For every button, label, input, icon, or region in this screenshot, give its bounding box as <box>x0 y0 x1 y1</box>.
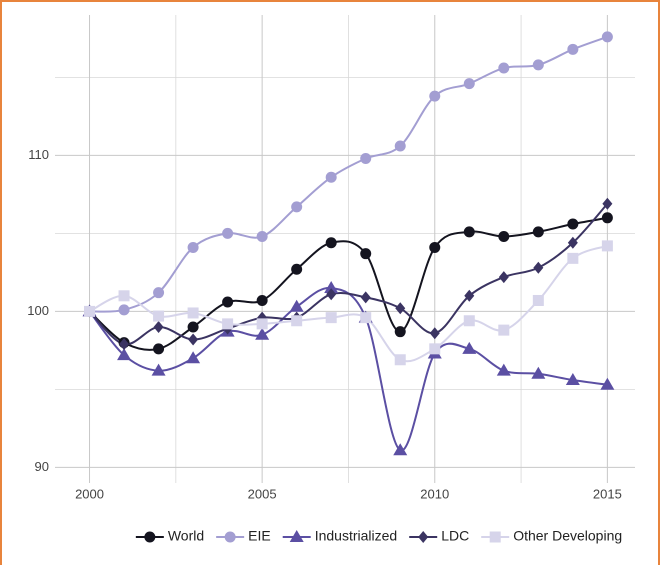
data-point <box>463 226 475 238</box>
data-point <box>187 241 199 253</box>
data-point <box>532 226 544 238</box>
data-point <box>325 312 337 324</box>
data-point <box>600 377 615 390</box>
data-point <box>602 197 613 210</box>
data-point <box>393 443 408 456</box>
data-point <box>496 363 511 376</box>
data-point <box>222 318 234 330</box>
data-point <box>360 248 372 260</box>
x-tick-label: 2005 <box>248 486 277 501</box>
legend-label: LDC <box>441 528 469 544</box>
series-line <box>89 35 608 313</box>
data-point <box>187 307 199 319</box>
data-point <box>360 312 372 324</box>
data-point <box>360 291 371 304</box>
data-point <box>567 236 578 249</box>
data-point <box>533 261 544 274</box>
data-point <box>567 252 579 264</box>
data-point <box>429 241 441 253</box>
data-point <box>325 171 337 183</box>
data-point <box>187 321 199 333</box>
legend-marker <box>489 531 501 543</box>
data-point <box>289 299 304 312</box>
data-point <box>532 294 544 306</box>
data-point <box>601 31 613 43</box>
x-tick-label: 2000 <box>75 486 104 501</box>
data-point <box>325 237 337 249</box>
legend-marker <box>144 531 156 543</box>
data-point <box>395 302 406 315</box>
data-point <box>119 338 130 351</box>
data-point <box>429 90 441 102</box>
data-point <box>463 78 475 90</box>
data-point <box>151 363 166 376</box>
data-point <box>153 287 165 299</box>
data-point <box>498 62 510 74</box>
data-point <box>153 321 164 333</box>
data-point <box>429 327 440 340</box>
data-point <box>498 231 510 243</box>
data-point <box>153 310 165 322</box>
x-tick-label: 2015 <box>593 486 622 501</box>
data-point <box>464 289 475 302</box>
data-point <box>222 227 234 239</box>
data-point <box>394 140 406 152</box>
data-point <box>531 366 546 379</box>
data-point <box>498 324 510 336</box>
legend-marker <box>418 531 429 543</box>
data-point <box>326 288 337 301</box>
data-point <box>498 271 509 284</box>
data-point <box>567 218 579 230</box>
legend-label: World <box>168 528 204 544</box>
data-point <box>601 212 613 224</box>
series-line <box>89 244 608 363</box>
data-point <box>360 153 372 165</box>
data-point <box>565 373 580 386</box>
data-point <box>291 315 303 327</box>
y-tick-label: 100 <box>27 303 49 318</box>
data-point <box>153 343 165 355</box>
series-line <box>88 203 609 346</box>
data-point <box>291 201 303 213</box>
legend-marker <box>224 531 236 543</box>
data-point <box>118 290 130 302</box>
data-point <box>463 315 475 327</box>
data-point <box>117 348 132 361</box>
y-tick-label: 110 <box>28 147 49 162</box>
data-point <box>188 333 199 346</box>
x-tick-label: 2010 <box>420 486 449 501</box>
data-point <box>84 305 96 317</box>
data-point <box>222 296 234 308</box>
data-point <box>256 294 268 306</box>
data-point <box>462 341 477 354</box>
data-point <box>394 354 406 366</box>
legend-label: EIE <box>248 528 271 544</box>
data-point <box>429 343 441 355</box>
data-point <box>186 351 201 364</box>
legend-label: Other Developing <box>513 528 622 544</box>
data-point <box>532 59 544 71</box>
data-point <box>601 240 613 252</box>
data-point <box>256 231 268 243</box>
data-point <box>291 263 303 275</box>
y-tick-label: 90 <box>35 459 49 474</box>
data-point <box>324 281 339 293</box>
data-point <box>118 304 130 316</box>
data-point <box>256 318 268 330</box>
legend-marker <box>289 530 304 542</box>
series-line <box>88 216 608 351</box>
data-point <box>255 327 270 340</box>
legend-label: Industrialized <box>315 528 398 544</box>
data-point <box>394 326 406 338</box>
data-point <box>567 43 579 55</box>
